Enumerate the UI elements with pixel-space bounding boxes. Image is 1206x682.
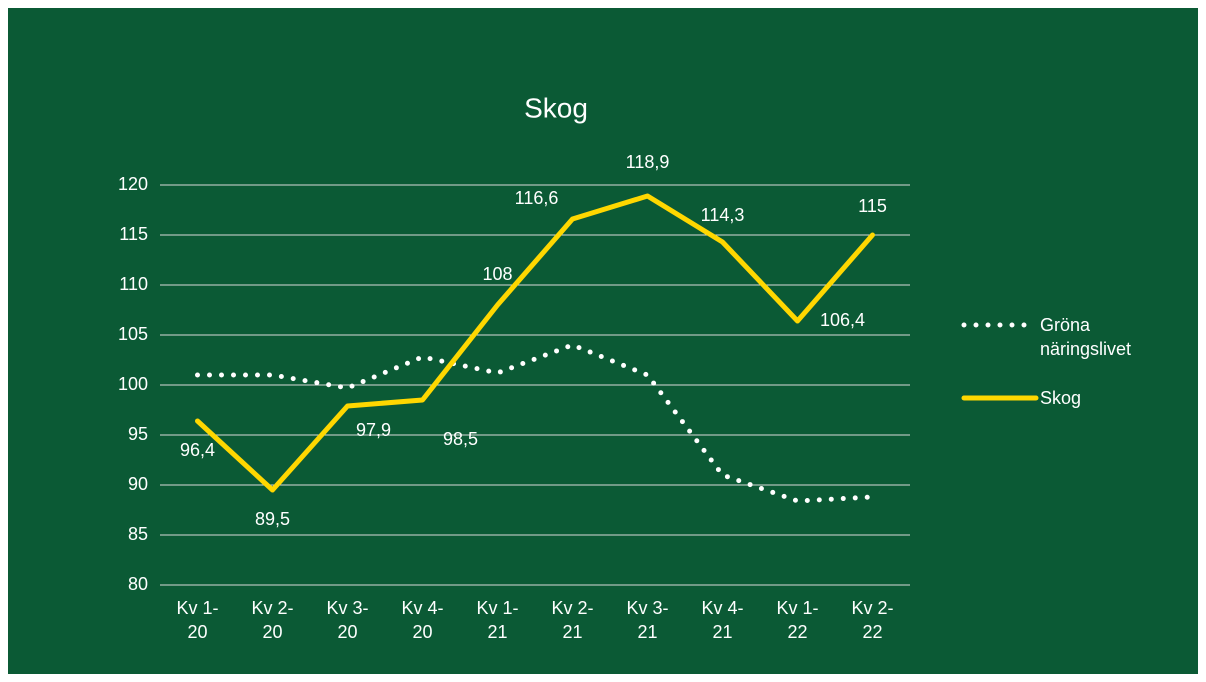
plot: Skog 80 85 90 95 100 105 110 115 120 96,4 89,5 97,9… [118, 92, 1039, 594]
x-tick-label: Kv 1-22 [776, 598, 819, 642]
y-tick-label: 120 [118, 174, 148, 194]
x-tick-label: Kv 2-20 [251, 598, 294, 642]
data-label: 89,5 [255, 509, 290, 529]
data-label: 96,4 [180, 440, 215, 460]
data-label: 116,6 [515, 188, 559, 208]
y-tick-label: 115 [119, 224, 148, 244]
legend-label: Skog [1040, 388, 1082, 408]
y-tick-label: 100 [118, 374, 148, 394]
y-tick-label: 85 [128, 524, 148, 544]
x-tick-label: Kv 4-20 [401, 598, 444, 642]
data-label: 115 [858, 196, 887, 216]
data-label: 114,3 [701, 205, 745, 225]
x-tick-label: Kv 3-20 [326, 598, 369, 642]
y-tick-label: 105 [118, 324, 148, 344]
chart: Skog 80 85 90 95 100 105 110 115 120 96,4 89,5 97,9… [8, 8, 1198, 674]
data-label: 118,9 [626, 152, 670, 172]
series-line [195, 193, 875, 493]
x-tick-label: Kv 1-21 [476, 598, 519, 642]
data-label: 97,9 [356, 420, 391, 440]
series-line [195, 342, 875, 504]
y-tick-label: 80 [128, 574, 148, 594]
chart-title: Skog [524, 92, 588, 123]
x-tick-label: Kv 2-21 [551, 598, 594, 642]
x-tick-label: Kv 1-20 [176, 598, 219, 642]
x-tick-label: Kv 4-21 [701, 598, 744, 642]
legend-label: Gröna näringslivet [1040, 315, 1132, 359]
y-tick-label: 110 [119, 274, 148, 294]
data-label: 106,4 [820, 310, 865, 330]
x-tick-label: Kv 3-21 [626, 598, 669, 642]
x-tick-label: Kv 2-22 [851, 598, 894, 642]
data-label: 108 [482, 264, 512, 284]
y-tick-label: 95 [128, 424, 148, 444]
data-label: 98,5 [443, 429, 478, 449]
y-tick-label: 90 [128, 474, 148, 494]
